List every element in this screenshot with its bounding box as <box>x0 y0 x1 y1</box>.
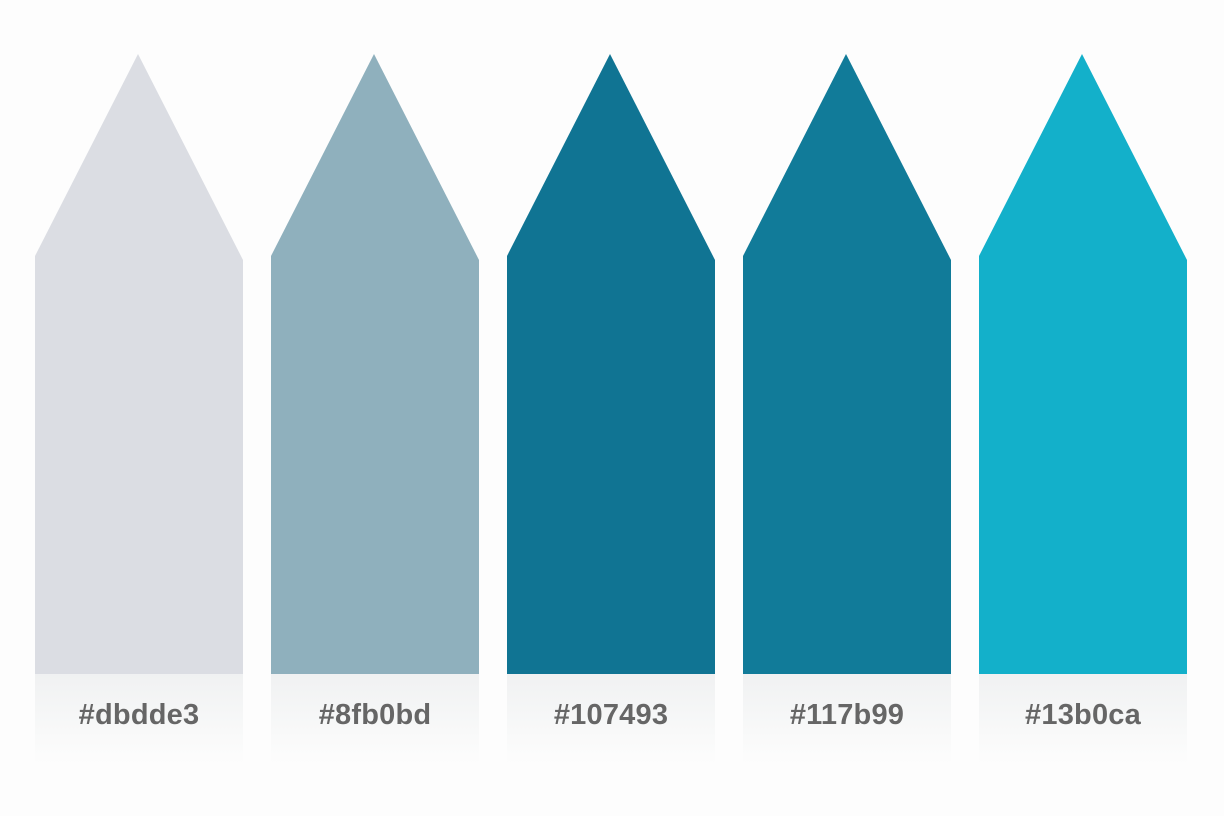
swatch-1-shape <box>35 54 243 674</box>
swatch-1-label-box: #dbdde3 <box>35 674 243 764</box>
swatch-2-shape <box>271 54 479 674</box>
swatch-5-hex-label: #13b0ca <box>1025 698 1141 731</box>
swatch-2-hex-label: #8fb0bd <box>318 698 432 731</box>
swatch-4-label-box: #117b99 <box>743 674 951 764</box>
swatch-4-shape <box>743 54 951 674</box>
swatch-3-hex-label: #107493 <box>553 698 669 731</box>
swatch-5: #13b0ca <box>979 54 1187 764</box>
swatch-3-label-box: #107493 <box>507 674 715 764</box>
swatch-2-label-box: #8fb0bd <box>271 674 479 764</box>
swatch-3-shape <box>507 54 715 674</box>
swatch-1-hex-label: #dbdde3 <box>78 698 200 731</box>
swatch-5-label-box: #13b0ca <box>979 674 1187 764</box>
swatch-1: #dbdde3 <box>35 54 243 764</box>
swatch-5-shape <box>979 54 1187 674</box>
swatch-4: #117b99 <box>743 54 951 764</box>
swatch-3: #107493 <box>507 54 715 764</box>
swatch-4-hex-label: #117b99 <box>789 698 905 731</box>
swatch-2: #8fb0bd <box>271 54 479 764</box>
